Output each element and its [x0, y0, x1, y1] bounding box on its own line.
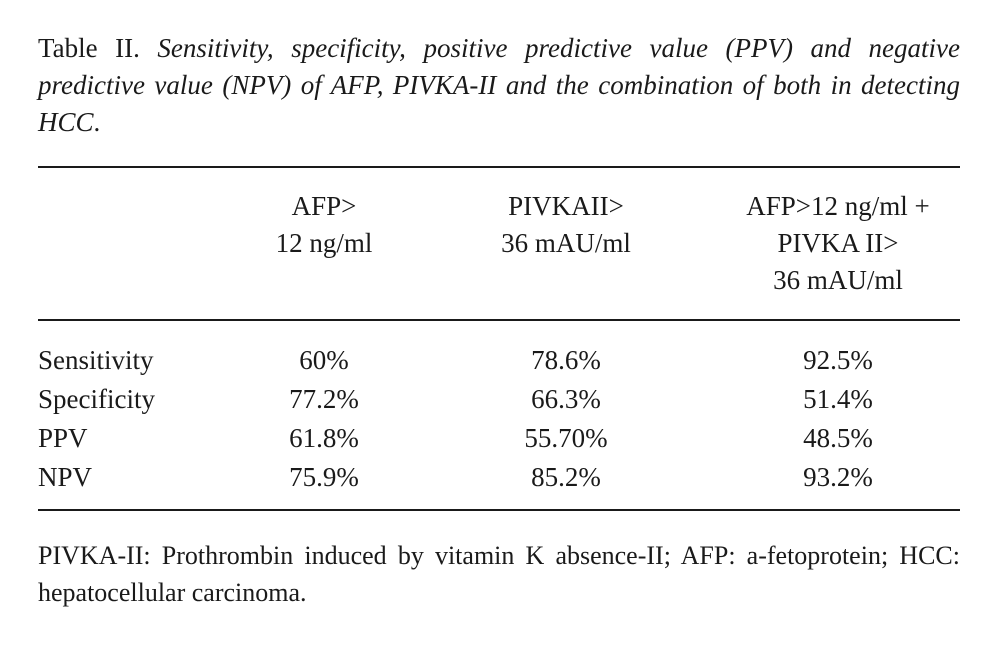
- table-cell: 75.9%: [289, 462, 359, 492]
- table-cell: 51.4%: [803, 384, 873, 414]
- row-label: NPV: [38, 462, 93, 492]
- column-header-combination: AFP>12 ng/ml + PIVKA II> 36 mAU/ml: [700, 188, 976, 299]
- table-caption: Table II. Sensitivity, specificity, posi…: [38, 30, 960, 141]
- row-label: Specificity: [38, 384, 155, 414]
- table-footnote: PIVKA-II: Prothrombin induced by vitamin…: [38, 541, 960, 607]
- column-header-line: AFP>: [291, 191, 357, 221]
- caption-end: .: [93, 107, 101, 137]
- caption-text: Sensitivity, specificity, positive predi…: [38, 33, 961, 137]
- table-cell: 92.5%: [803, 345, 873, 375]
- table-cell: 55.70%: [524, 423, 608, 453]
- column-header-line: AFP>12 ng/ml +: [746, 191, 930, 221]
- column-header-line: PIVKAII>: [508, 191, 624, 221]
- table-cell: 61.8%: [289, 423, 359, 453]
- column-header-line: 36 mAU/ml: [773, 265, 903, 295]
- column-header-pivka: PIVKAII> 36 mAU/ml: [451, 188, 681, 262]
- table-bottom-rule: [38, 509, 960, 511]
- table-row: PPV 61.8% 55.70% 48.5%: [38, 420, 960, 459]
- table-top-rule: [38, 166, 960, 168]
- table-cell: 93.2%: [803, 462, 873, 492]
- row-label: Sensitivity: [38, 345, 154, 375]
- table-cell: 85.2%: [531, 462, 601, 492]
- table-cell: 77.2%: [289, 384, 359, 414]
- column-header-line: PIVKA II>: [777, 228, 899, 258]
- column-header-line: 36 mAU/ml: [501, 228, 631, 258]
- column-header-line: 12 ng/ml: [275, 228, 373, 258]
- caption-label: Table II.: [38, 33, 158, 63]
- table-cell: 78.6%: [531, 345, 601, 375]
- row-label: PPV: [38, 423, 88, 453]
- table-row: NPV 75.9% 85.2% 93.2%: [38, 459, 960, 498]
- table-cell: 60%: [299, 345, 349, 375]
- table-cell: 48.5%: [803, 423, 873, 453]
- table-cell: 66.3%: [531, 384, 601, 414]
- table-body: Sensitivity 60% 78.6% 92.5% Specificity …: [38, 342, 960, 498]
- table-row: Sensitivity 60% 78.6% 92.5%: [38, 342, 960, 381]
- table-header-rule: [38, 319, 960, 321]
- table-row: Specificity 77.2% 66.3% 51.4%: [38, 381, 960, 420]
- column-header-afp: AFP> 12 ng/ml: [214, 188, 434, 262]
